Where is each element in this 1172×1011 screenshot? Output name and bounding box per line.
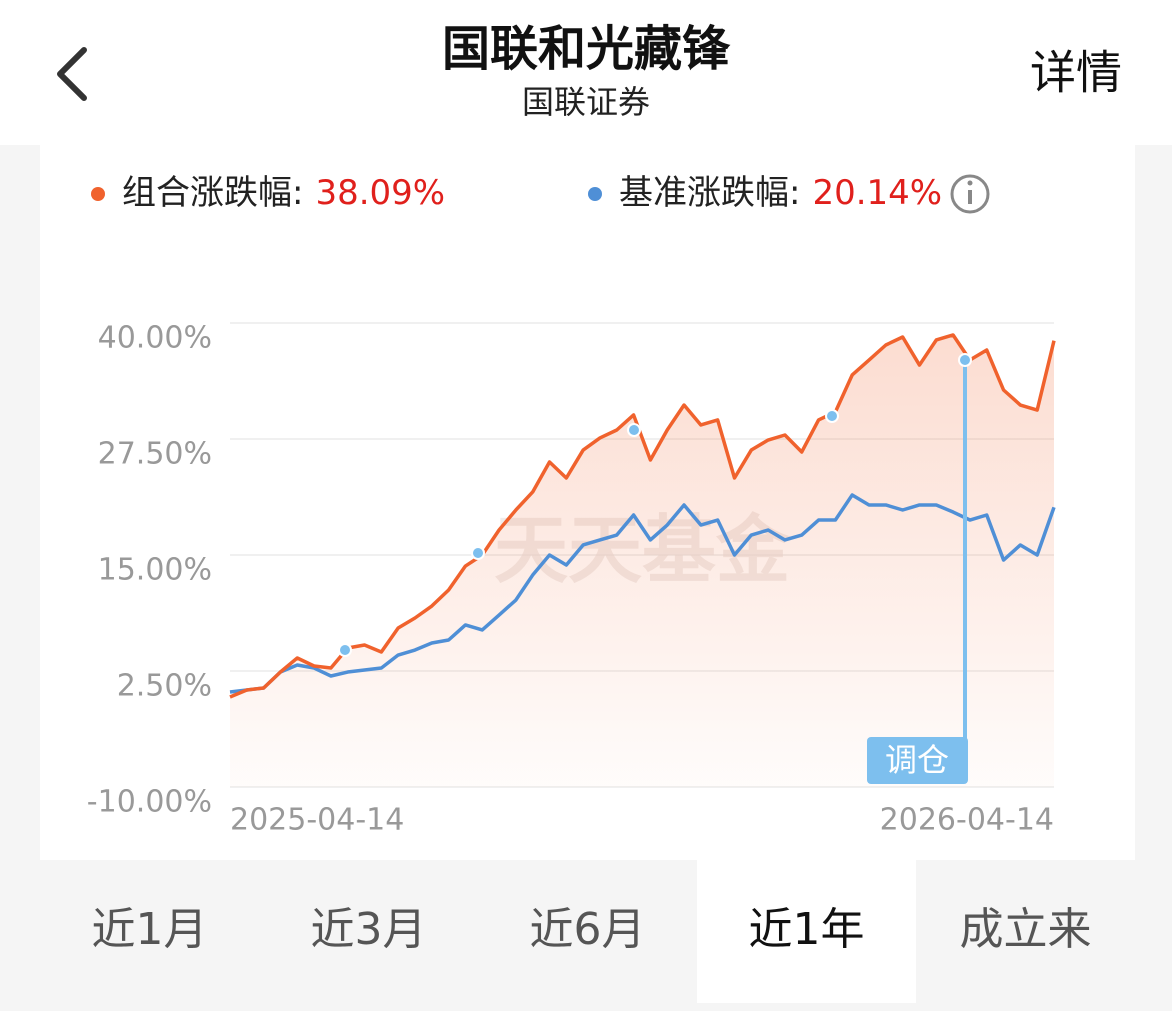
rebalance-markers: 调仓 xyxy=(338,353,972,784)
annotation-box[interactable] xyxy=(867,737,968,784)
tab-bg[interactable] xyxy=(697,860,916,1003)
info-dot xyxy=(967,180,973,186)
legend-name: 组合涨跌幅: xyxy=(122,173,303,213)
legend-dot xyxy=(91,187,105,201)
rebalance-dot[interactable] xyxy=(338,643,352,657)
plot: -10.00%2.50%15.00%27.50%40.00%天天基金2025-0… xyxy=(87,321,1056,838)
rebalance-dot[interactable] xyxy=(825,409,839,423)
legend-dot xyxy=(588,187,602,201)
tab-bg[interactable] xyxy=(478,860,697,1003)
tab[interactable]: 近3月 xyxy=(311,904,427,955)
tab[interactable]: 成立来 xyxy=(960,904,1092,955)
y-tick-label: -10.00% xyxy=(87,785,212,820)
legend-value: 20.14% xyxy=(812,173,942,213)
tab-selected[interactable]: 近1年 xyxy=(749,904,865,955)
area xyxy=(230,334,1054,787)
legend-label: 基准涨跌幅: 20.14% xyxy=(619,173,942,213)
tab-bar: 近1月 近3月 近6月 近1年 成立来 xyxy=(40,860,1135,1003)
page-subtitle: 国联证券 xyxy=(522,83,650,121)
series-line xyxy=(229,493,1056,694)
legend-name: 基准涨跌幅: xyxy=(619,173,800,213)
legend-label: 组合涨跌幅: 38.09% xyxy=(122,173,445,213)
detail-link[interactable]: 详情 xyxy=(1030,46,1122,100)
annotation-label: 调仓 xyxy=(885,741,949,779)
y-tick-label: 27.50% xyxy=(98,437,212,472)
x-tick-label: 2025-04-14 xyxy=(230,803,404,838)
back-button[interactable] xyxy=(57,47,87,101)
tab-bg[interactable] xyxy=(259,860,478,1003)
info-circle[interactable] xyxy=(950,174,990,214)
page-title: 国联和光藏锋 xyxy=(442,21,731,77)
info-stem xyxy=(968,190,972,204)
rebalance-dot[interactable] xyxy=(471,546,485,560)
tab[interactable]: 近1月 xyxy=(92,904,208,955)
header-bg xyxy=(0,0,1172,145)
x-tick-label: 2026-04-14 xyxy=(880,803,1054,838)
tab-bg[interactable] xyxy=(40,860,259,1003)
series-line xyxy=(229,333,1056,699)
y-tick-label: 40.00% xyxy=(98,321,212,356)
rebalance-dot[interactable] xyxy=(627,423,641,437)
tab-bg[interactable] xyxy=(916,860,1135,1003)
tab[interactable]: 近6月 xyxy=(530,904,646,955)
info-icon[interactable] xyxy=(950,174,990,214)
legend-value: 38.09% xyxy=(315,173,445,213)
rebalance-dot[interactable] xyxy=(958,353,972,367)
legend: 组合涨跌幅: 38.09% 基准涨跌幅: 20.14% xyxy=(91,173,942,213)
y-tick-label: 15.00% xyxy=(98,553,212,588)
y-tick-label: 2.50% xyxy=(117,669,212,704)
